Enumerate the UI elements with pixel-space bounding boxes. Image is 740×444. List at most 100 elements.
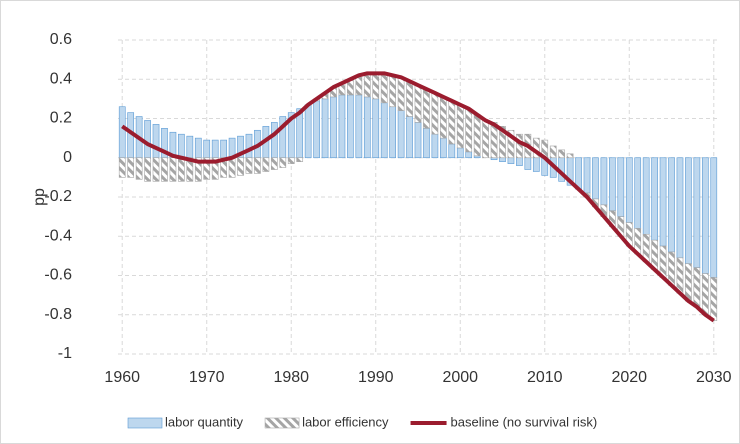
bar (516, 157, 523, 166)
bar (440, 137, 447, 159)
bar (270, 157, 278, 170)
bar (448, 100, 456, 145)
bar (372, 73, 380, 100)
bar (194, 157, 202, 182)
bar (668, 251, 675, 286)
bar (507, 157, 515, 164)
bar (220, 139, 227, 159)
bar (668, 157, 675, 253)
y-tick-label: 0.2 (50, 110, 72, 127)
bar (211, 139, 219, 159)
bar (440, 96, 447, 139)
bar (558, 149, 566, 159)
bar (659, 157, 667, 247)
bar (228, 157, 236, 178)
bar (507, 129, 515, 159)
y-axis-label: pp (31, 188, 48, 206)
legend-label: labor quantity (165, 414, 244, 429)
bar (516, 133, 523, 159)
bar (617, 157, 625, 217)
y-tick-label: -0.2 (44, 188, 72, 205)
y-tick-label: 0.4 (50, 70, 72, 87)
bar (313, 100, 320, 159)
bar (355, 94, 363, 159)
x-tick-label: 1960 (104, 369, 140, 386)
bar (363, 96, 371, 159)
bar (524, 157, 532, 170)
bar (127, 157, 135, 178)
bar (465, 151, 473, 159)
legend-swatch (127, 417, 163, 429)
bar (566, 153, 574, 159)
bar (583, 157, 591, 194)
bar (651, 157, 658, 241)
bar (118, 157, 126, 178)
bar (406, 80, 413, 117)
bar (211, 157, 219, 180)
x-tick-label: 2000 (442, 369, 478, 386)
bar (330, 96, 337, 159)
bar (178, 133, 185, 159)
bar (414, 84, 422, 123)
bar (321, 98, 329, 159)
y-tick-label: 0 (63, 149, 72, 166)
bar (406, 116, 413, 159)
bar (237, 157, 244, 176)
bar (710, 157, 718, 278)
x-tick-label: 1990 (358, 369, 394, 386)
bar (685, 157, 692, 265)
bar (389, 106, 396, 159)
line (121, 71, 715, 323)
bar (279, 157, 287, 168)
bar (245, 157, 253, 174)
bar (363, 73, 371, 98)
bar (287, 157, 295, 164)
legend-swatch (264, 417, 300, 429)
bar (685, 263, 692, 302)
y-tick-label: -0.8 (44, 306, 72, 323)
bar (642, 157, 650, 235)
bar (600, 157, 608, 206)
bar (178, 157, 185, 182)
y-tick-label: -1 (58, 345, 72, 362)
bar (676, 257, 684, 294)
bar (592, 157, 599, 200)
bar (254, 157, 261, 174)
bar (186, 135, 194, 159)
bar (693, 267, 701, 308)
bar (423, 88, 430, 129)
bar (456, 104, 464, 149)
bar (152, 124, 160, 159)
x-tick-label: 1970 (189, 369, 225, 386)
bar (482, 120, 489, 159)
bar (609, 157, 616, 212)
bar (499, 126, 506, 159)
bar (152, 157, 160, 182)
y-tick-label: -0.4 (44, 227, 72, 244)
x-tick-label: 2010 (527, 369, 563, 386)
bar (262, 157, 270, 172)
bar (431, 92, 439, 135)
bar (144, 157, 151, 182)
bar (575, 157, 582, 190)
bar (296, 157, 304, 162)
bar (499, 157, 506, 162)
x-tick-label: 1980 (273, 369, 309, 386)
legend-label: labor efficiency (302, 414, 389, 429)
bar (372, 98, 380, 159)
bar (245, 133, 253, 159)
bar (144, 120, 151, 159)
bar (431, 133, 439, 159)
bar (414, 122, 422, 159)
bar (701, 157, 709, 274)
bar (634, 157, 642, 229)
bar (625, 157, 633, 223)
bar (347, 94, 354, 159)
bar (270, 122, 278, 159)
bar (203, 157, 211, 180)
bar (423, 128, 430, 159)
bar (135, 157, 143, 180)
bar (710, 277, 718, 321)
bar (465, 108, 473, 153)
bar (693, 157, 701, 268)
